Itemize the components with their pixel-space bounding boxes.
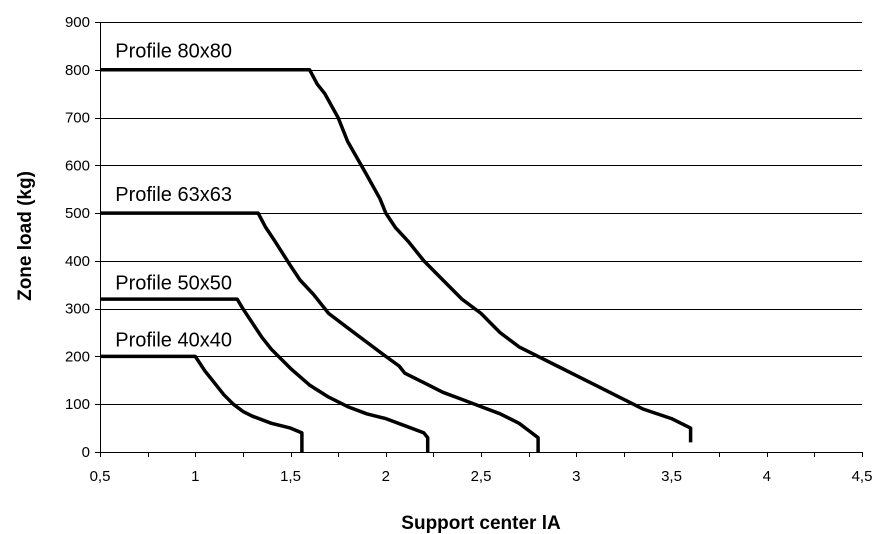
x-tick-label: 0,5 — [90, 468, 111, 485]
series-labels: Profile 80x80 Profile 63x63 Profile 50x50 P… — [115, 41, 232, 352]
y-tick-label: 300 — [65, 301, 90, 318]
y-tick-label: 0 — [82, 444, 90, 461]
x-tick-label: 3 — [572, 468, 580, 485]
y-tick-label: 500 — [65, 205, 90, 222]
series-lines — [100, 68, 693, 452]
series-line-3 — [100, 354, 304, 452]
y-tick-label: 700 — [65, 110, 90, 127]
series-line-0 — [100, 68, 693, 443]
x-tick-label: 2 — [382, 468, 390, 485]
y-axis-title: Zone load (kg) — [15, 171, 36, 301]
x-tick-label: 2,5 — [471, 468, 492, 485]
series-line-1 — [100, 211, 540, 452]
series-label-3: Profile 40x40 — [115, 330, 232, 352]
series-label-1: Profile 63x63 — [115, 184, 232, 206]
x-axis-title: Support center lA — [401, 513, 561, 534]
y-tick-label: 800 — [65, 62, 90, 79]
y-tick-label: 100 — [65, 396, 90, 413]
x-tick-label: 4,5 — [852, 468, 873, 485]
series-label-2: Profile 50x50 — [115, 272, 232, 294]
series-label-0: Profile 80x80 — [115, 41, 232, 63]
y-tick-label: 400 — [65, 253, 90, 270]
x-tick-label: 1,5 — [280, 468, 301, 485]
y-tick-label: 600 — [65, 157, 90, 174]
x-tick-label: 1 — [191, 468, 199, 485]
x-tick-label: 3,5 — [661, 468, 682, 485]
x-tick-label: 4 — [763, 468, 771, 485]
series-line-2 — [100, 297, 430, 452]
axes — [95, 22, 863, 457]
y-tick-label: 900 — [65, 14, 90, 31]
tick-labels: 0 100 200 300 400 500 600 700 800 900 0,5 1 1,5 2 2,5 3… — [65, 14, 872, 485]
y-tick-label: 200 — [65, 348, 90, 365]
